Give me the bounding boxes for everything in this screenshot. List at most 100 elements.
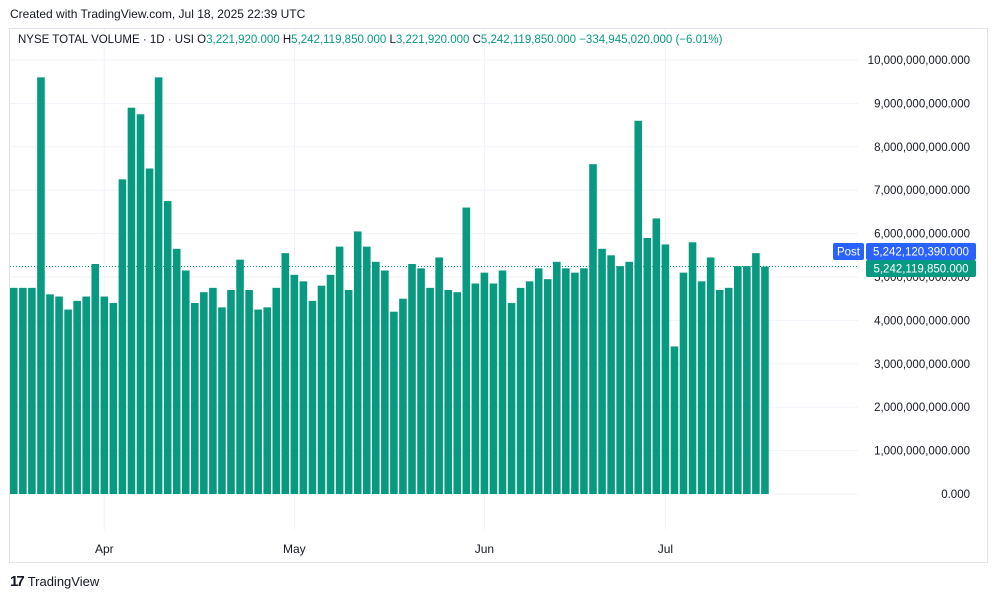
volume-bar [589, 164, 597, 494]
volume-bar [353, 231, 362, 494]
volume-bar [218, 307, 226, 494]
y-tick-label: 6,000,000,000.000 [874, 229, 970, 241]
volume-bar [752, 253, 760, 494]
volume-bar [290, 274, 299, 494]
volume-bar [263, 307, 271, 494]
volume-bar [191, 303, 199, 494]
legend-high-label: H [282, 34, 292, 46]
volume-bar [571, 272, 579, 494]
volume-bar [172, 248, 181, 494]
volume-bar [417, 268, 425, 494]
volume-bar [661, 244, 670, 494]
volume-bar [28, 287, 36, 494]
footer: 17 TradingView [10, 572, 99, 590]
chart-legend: NYSE TOTAL VOLUME · 1D · USI O3,221,920.… [18, 34, 722, 46]
volume-bar [715, 290, 724, 494]
volume-bar [163, 201, 172, 495]
created-caption: Created with TradingView.com, Jul 18, 20… [10, 7, 306, 21]
volume-bar [607, 255, 615, 494]
volume-bar [652, 218, 661, 494]
volume-bar [543, 279, 552, 494]
volume-bar [580, 268, 588, 494]
volume-bar [534, 268, 543, 494]
volume-bar [724, 287, 733, 494]
volume-bar [444, 290, 452, 494]
volume-bar [10, 287, 18, 494]
volume-bar [598, 248, 606, 494]
volume-bar [507, 303, 516, 494]
volume-bar [127, 107, 136, 495]
y-tick-label: 8,000,000,000.000 [874, 142, 970, 154]
volume-bar [435, 257, 443, 494]
legend-symbol[interactable]: NYSE TOTAL VOLUME · 1D · USI [18, 34, 194, 46]
volume-bar [408, 263, 416, 494]
volume-bar [154, 77, 163, 495]
volume-bar [317, 285, 326, 494]
volume-bar [118, 179, 127, 494]
volume-bar [254, 309, 262, 494]
volume-bar [553, 261, 561, 494]
volume-bar [326, 274, 335, 494]
volume-bar [426, 287, 434, 494]
volume-bar [109, 303, 118, 494]
volume-bar [697, 281, 706, 494]
volume-bar [670, 346, 679, 494]
volume-bar [236, 259, 244, 494]
volume-bar [227, 290, 235, 494]
volume-bar [344, 290, 353, 494]
volume-bar [480, 272, 489, 494]
volume-bar [462, 207, 471, 494]
volume-bar [634, 120, 643, 494]
volume-bar [679, 272, 688, 494]
post-badge-label: Post [837, 247, 861, 259]
legend-low-label: L [389, 34, 396, 46]
volume-bar [73, 300, 81, 494]
volume-bar [688, 242, 697, 494]
volume-bar [643, 237, 652, 494]
volume-bar [82, 296, 90, 494]
legend-open-label: O [197, 34, 207, 46]
last-value-label: 5,242,119,850.000 [873, 264, 968, 276]
volume-bar [91, 263, 100, 494]
x-tick-label: Jul [658, 542, 673, 556]
volume-bar [136, 114, 145, 494]
volume-bar [200, 292, 208, 494]
volume-bar [46, 294, 54, 494]
volume-bar [37, 77, 45, 495]
volume-bar [308, 300, 317, 494]
volume-bar [19, 287, 27, 494]
tradingview-logo-icon[interactable]: 17 [10, 572, 25, 590]
volume-bar [100, 296, 109, 494]
volume-bar [706, 257, 715, 494]
volume-bar [616, 266, 624, 494]
y-tick-label: 10,000,000,000.000 [868, 55, 970, 67]
volume-bar [743, 266, 751, 494]
y-tick-label: 9,000,000,000.000 [874, 98, 970, 110]
volume-bar [362, 246, 371, 494]
volume-bar [489, 283, 498, 494]
legend-change-value: −334,945,020.000 (−6.01%) [579, 34, 723, 46]
volume-bar [390, 311, 398, 494]
volume-bar [399, 298, 407, 494]
y-tick-label: 2,000,000,000.000 [874, 402, 970, 414]
volume-bar [272, 287, 281, 494]
legend-high-value: 5,242,119,850.000 [291, 34, 387, 46]
volume-bar [181, 270, 190, 494]
post-value-label: 5,242,120,390.000 [873, 247, 969, 259]
y-tick-label: 7,000,000,000.000 [874, 185, 970, 197]
legend-close-label: C [472, 34, 481, 46]
y-tick-label: 4,000,000,000.000 [874, 315, 970, 327]
legend-open-value: 3,221,920.000 [206, 34, 280, 46]
post-badge [833, 243, 864, 260]
post-value-badge [866, 243, 976, 260]
last-value-badge [866, 260, 976, 277]
volume-bar [372, 261, 380, 494]
footer-brand[interactable]: TradingView [27, 573, 100, 589]
chart-frame [9, 28, 988, 563]
y-tick-label: 1,000,000,000.000 [874, 446, 970, 458]
volume-bar [281, 253, 290, 494]
volume-bar [145, 168, 154, 494]
x-tick-label: Apr [95, 542, 114, 556]
volume-bar [471, 283, 480, 494]
